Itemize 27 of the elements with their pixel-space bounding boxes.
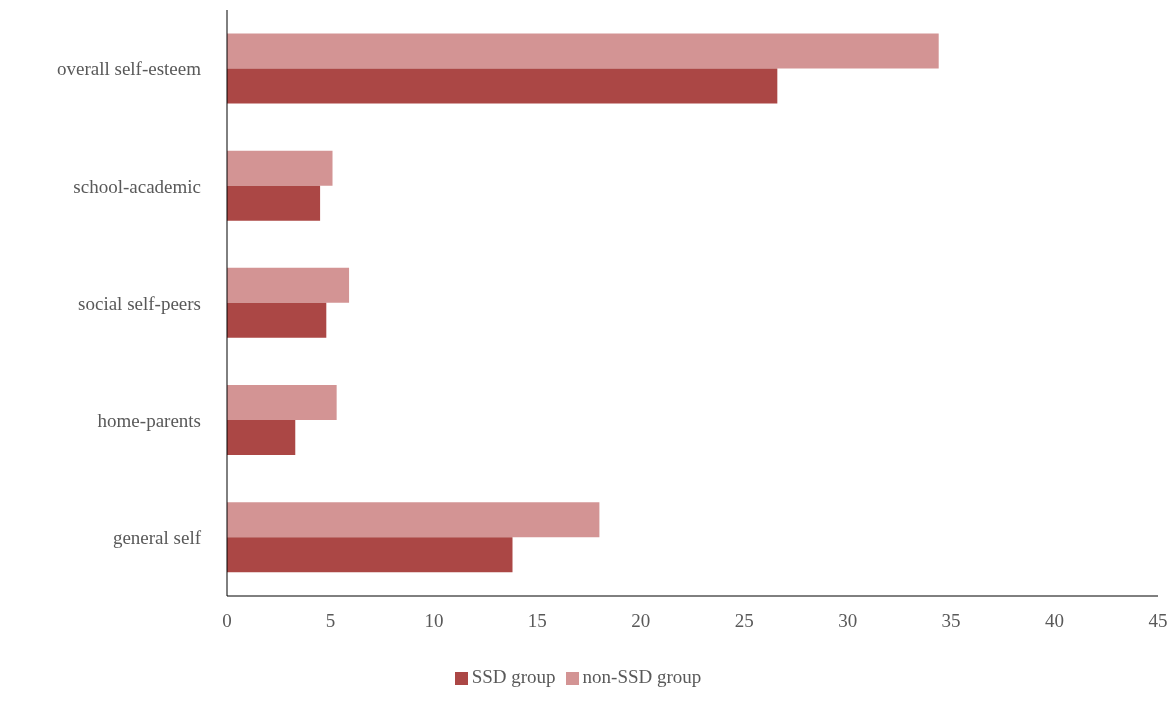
bar	[227, 150, 333, 186]
x-tick-label: 45	[1148, 610, 1168, 632]
bar	[227, 267, 350, 303]
x-tick-label: 5	[325, 610, 336, 632]
y-tick-label: school-academic	[73, 175, 201, 197]
x-tick-label: 20	[631, 610, 651, 632]
x-tick-label: 0	[222, 610, 232, 632]
bar	[227, 420, 296, 456]
bar	[227, 502, 600, 538]
y-tick-label: social self-peers	[78, 292, 201, 314]
x-tick-label: 40	[1045, 610, 1065, 632]
x-tick-label: 30	[838, 610, 858, 632]
bar	[227, 385, 337, 421]
bar	[227, 33, 939, 69]
legend-label: non-SSD group	[582, 666, 702, 687]
x-tick-label: 25	[734, 610, 754, 632]
y-tick-label: general self	[112, 527, 202, 549]
bar	[227, 185, 321, 221]
bar	[227, 537, 513, 573]
legend-label: SSD group	[471, 666, 556, 687]
x-tick-label: 15	[527, 610, 547, 632]
x-tick-label: 35	[941, 610, 961, 632]
x-tick-label: 10	[424, 610, 444, 632]
y-tick-label: home-parents	[97, 409, 201, 431]
bar	[227, 302, 327, 338]
bar	[227, 68, 778, 104]
y-tick-label: overall self-esteem	[56, 58, 202, 80]
